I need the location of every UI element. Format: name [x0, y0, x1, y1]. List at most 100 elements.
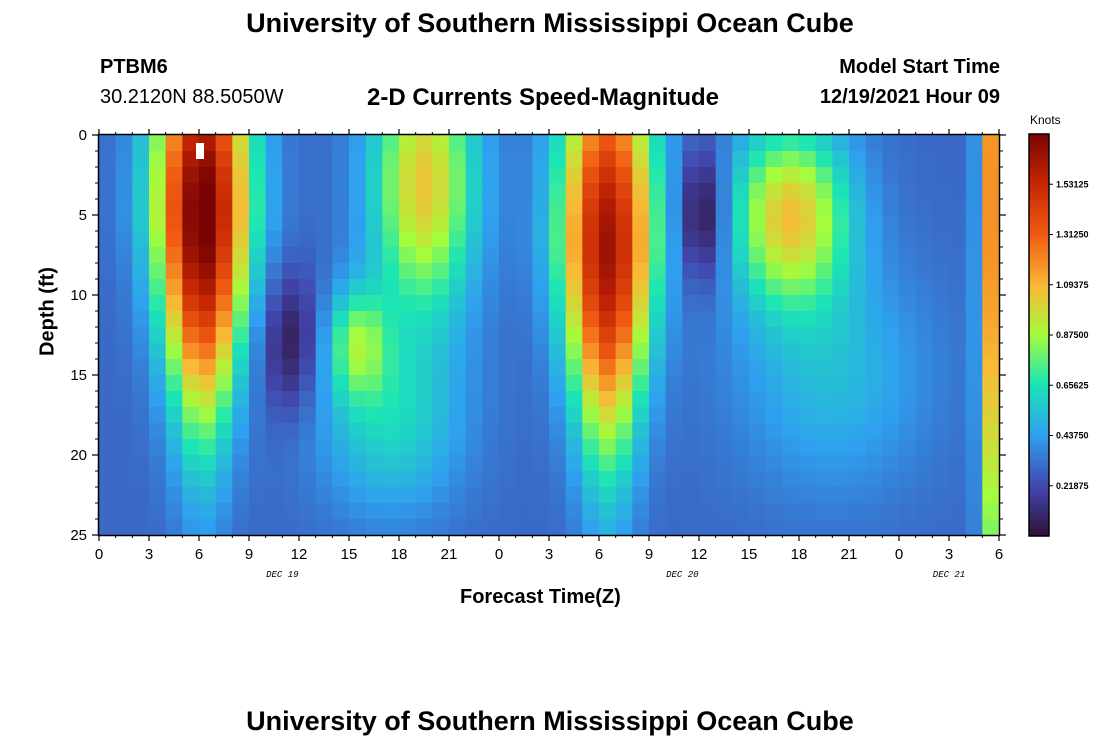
heatmap-cell — [565, 231, 583, 248]
heatmap-cell — [115, 327, 133, 344]
heatmap-cell — [865, 391, 883, 408]
heatmap-cell — [315, 439, 333, 456]
heatmap-cell — [932, 343, 950, 360]
heatmap-cell — [415, 167, 433, 184]
heatmap-cell — [332, 199, 350, 216]
heatmap-cell — [715, 439, 733, 456]
heatmap-cell — [965, 135, 983, 152]
heatmap-cell — [482, 391, 500, 408]
heatmap-cell — [665, 167, 683, 184]
heatmap-cell — [565, 455, 583, 472]
heatmap-cell — [349, 151, 367, 168]
heatmap-cell — [732, 503, 750, 520]
heatmap-cell — [949, 247, 967, 264]
heatmap-cell — [465, 455, 483, 472]
heatmap-cell — [165, 327, 183, 344]
heatmap-cell — [182, 391, 200, 408]
heatmap-cell — [399, 327, 417, 344]
heatmap-cell — [715, 327, 733, 344]
heatmap-cell — [132, 327, 150, 344]
heatmap-cell — [832, 391, 850, 408]
y-tick-label: 0 — [79, 127, 87, 144]
heatmap-cell — [849, 407, 867, 424]
heatmap-cell — [199, 375, 217, 392]
heatmap-cell — [615, 215, 633, 232]
heatmap-cell — [915, 167, 933, 184]
heatmap-cell — [649, 343, 667, 360]
heatmap-cell — [165, 359, 183, 376]
heatmap-cell — [249, 359, 267, 376]
heatmap-cell — [315, 487, 333, 504]
heatmap-cell — [265, 455, 283, 472]
heatmap-cell — [432, 247, 450, 264]
heatmap-cell — [765, 327, 783, 344]
heatmap-cell — [782, 167, 800, 184]
heatmap-cell — [549, 455, 567, 472]
heatmap-cell — [732, 455, 750, 472]
heatmap-cell — [815, 487, 833, 504]
heatmap-cell — [149, 183, 167, 200]
heatmap-cell — [565, 359, 583, 376]
heatmap-cell — [832, 311, 850, 328]
heatmap-cell — [549, 215, 567, 232]
heatmap-cell — [232, 503, 250, 520]
heatmap-cell — [782, 279, 800, 296]
heatmap-cell — [615, 407, 633, 424]
heatmap-cell — [899, 151, 917, 168]
heatmap-cell — [832, 439, 850, 456]
heatmap-cell — [515, 375, 533, 392]
heatmap-cell — [265, 199, 283, 216]
heatmap-cell — [932, 135, 950, 152]
model-start-value: 12/19/2021 Hour 09 — [819, 86, 1000, 108]
heatmap-cell — [132, 503, 150, 520]
heatmap-cell — [782, 263, 800, 280]
heatmap-cell — [649, 439, 667, 456]
heatmap-cell — [282, 199, 300, 216]
heatmap-cell — [332, 263, 350, 280]
heatmap-cell — [632, 343, 650, 360]
heatmap-cell — [565, 407, 583, 424]
heatmap-cell — [865, 151, 883, 168]
heatmap-cell — [99, 231, 117, 248]
heatmap-cell — [365, 503, 383, 520]
heatmap-cell — [915, 151, 933, 168]
heatmap-cell — [682, 215, 700, 232]
heatmap-cell — [865, 519, 883, 536]
heatmap-cell — [915, 503, 933, 520]
heatmap-cell — [682, 167, 700, 184]
heatmap-cell — [365, 167, 383, 184]
heatmap-cell — [382, 135, 400, 152]
heatmap-cell — [415, 151, 433, 168]
heatmap-cell — [99, 391, 117, 408]
heatmap-cell — [582, 503, 600, 520]
heatmap-cell — [265, 295, 283, 312]
heatmap-cell — [582, 183, 600, 200]
heatmap-cell — [149, 519, 167, 536]
heatmap-cell — [565, 503, 583, 520]
heatmap-cell — [515, 231, 533, 248]
heatmap-cell — [332, 183, 350, 200]
heatmap-cell — [515, 471, 533, 488]
heatmap-cell — [699, 391, 717, 408]
heatmap-cell — [515, 407, 533, 424]
heatmap-cell — [649, 503, 667, 520]
heatmap-cell — [149, 487, 167, 504]
heatmap-cell — [515, 263, 533, 280]
heatmap-cell — [115, 295, 133, 312]
heatmap-cell — [549, 295, 567, 312]
heatmap-cell — [399, 231, 417, 248]
heatmap-cell — [749, 295, 767, 312]
heatmap-cell — [699, 487, 717, 504]
heatmap-cell — [365, 231, 383, 248]
heatmap-cell — [632, 183, 650, 200]
heatmap-cell — [815, 391, 833, 408]
heatmap-cell — [215, 231, 233, 248]
heatmap-cell — [765, 151, 783, 168]
heatmap-cell — [499, 423, 517, 440]
heatmap-cell — [915, 263, 933, 280]
heatmap-cell — [349, 439, 367, 456]
heatmap-cell — [915, 199, 933, 216]
heatmap-cell — [965, 279, 983, 296]
heatmap-cell — [515, 503, 533, 520]
heatmap-cell — [815, 503, 833, 520]
